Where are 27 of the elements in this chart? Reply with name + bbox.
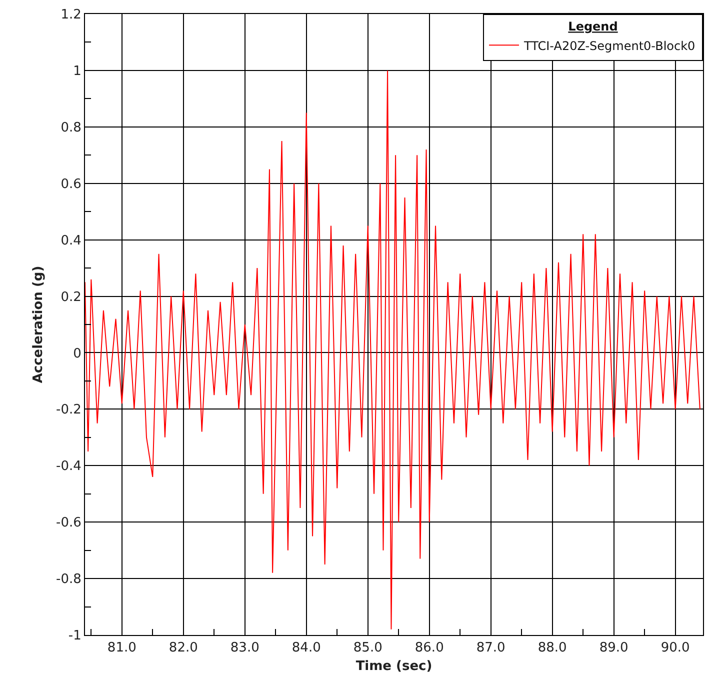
x-axis-title: Time (sec): [356, 659, 432, 674]
x-tick-label: 89.0: [599, 640, 628, 656]
y-tick-label: 0.2: [60, 290, 82, 305]
legend-label: TTCI-A20Z-Segment0-Block0: [523, 38, 696, 53]
y-tick-label: 0.6: [60, 176, 82, 192]
line-series: [85, 70, 700, 630]
x-tick-label: 86.0: [414, 640, 444, 656]
y-tick-label: -1: [68, 628, 82, 644]
x-tick-label: 90.0: [660, 640, 690, 656]
x-tick-label: 87.0: [476, 640, 506, 656]
y-tick-label: 1.2: [60, 8, 82, 23]
y-tick-label: -0.8: [56, 572, 82, 588]
x-tick-label: 83.0: [230, 640, 260, 656]
y-tick-label: 0.4: [60, 233, 82, 248]
y-tick-label: -0.4: [56, 459, 82, 474]
y-tick-label: -0.2: [56, 402, 82, 418]
y-axis-title: Acceleration (g): [30, 266, 46, 384]
x-tick-label: 81.0: [107, 640, 136, 656]
y-tick-label: 0: [73, 346, 82, 362]
y-tick-label: 0.8: [60, 120, 82, 136]
x-tick-label: 84.0: [292, 640, 321, 656]
x-tick-label: 82.0: [168, 640, 198, 656]
legend-title: Legend: [568, 20, 618, 34]
x-tick-label: 85.0: [353, 640, 382, 656]
x-tick-label: 88.0: [538, 640, 567, 656]
y-tick-label: -0.6: [56, 516, 82, 531]
y-tick-label: 1: [73, 64, 82, 79]
